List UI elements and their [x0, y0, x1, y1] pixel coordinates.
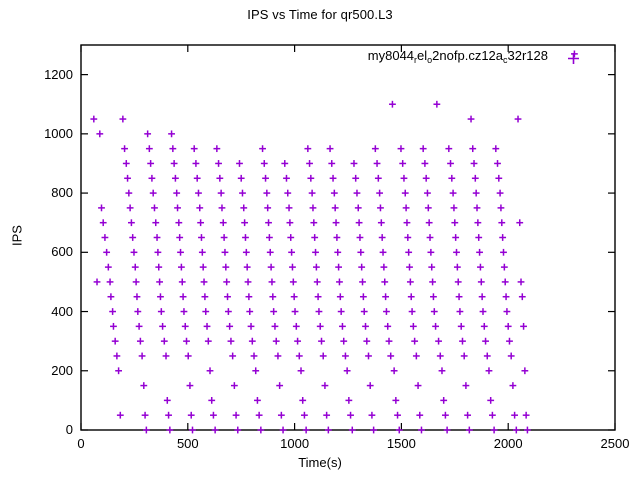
x-tick-label: 1000	[280, 436, 310, 451]
x-tick-label: 2500	[600, 436, 630, 451]
legend-entry-label: my8044relo2nofp.cz12ac32r128	[367, 48, 548, 65]
x-tick-label: 2000	[493, 436, 523, 451]
x-tick-label: 1500	[386, 436, 416, 451]
x-tick-label: 0	[77, 436, 85, 451]
x-tick-label: 500	[176, 436, 199, 451]
y-tick-label: 0	[65, 422, 73, 437]
plot-frame	[80, 44, 616, 431]
scatter-series-points	[90, 50, 578, 434]
y-tick-label: 600	[51, 244, 73, 260]
x-axis-label: Time(s)	[298, 455, 342, 470]
chart-title: IPS vs Time for qr500.L3	[247, 7, 393, 22]
y-tick-label: 200	[51, 362, 73, 378]
y-tick-label: 800	[51, 185, 73, 201]
y-tick-label: 400	[51, 303, 73, 319]
y-tick-label: 1000	[44, 125, 73, 141]
legend-marker-plus	[568, 53, 579, 64]
axis-ticks	[80, 45, 616, 431]
y-tick-label: 1200	[44, 66, 73, 82]
